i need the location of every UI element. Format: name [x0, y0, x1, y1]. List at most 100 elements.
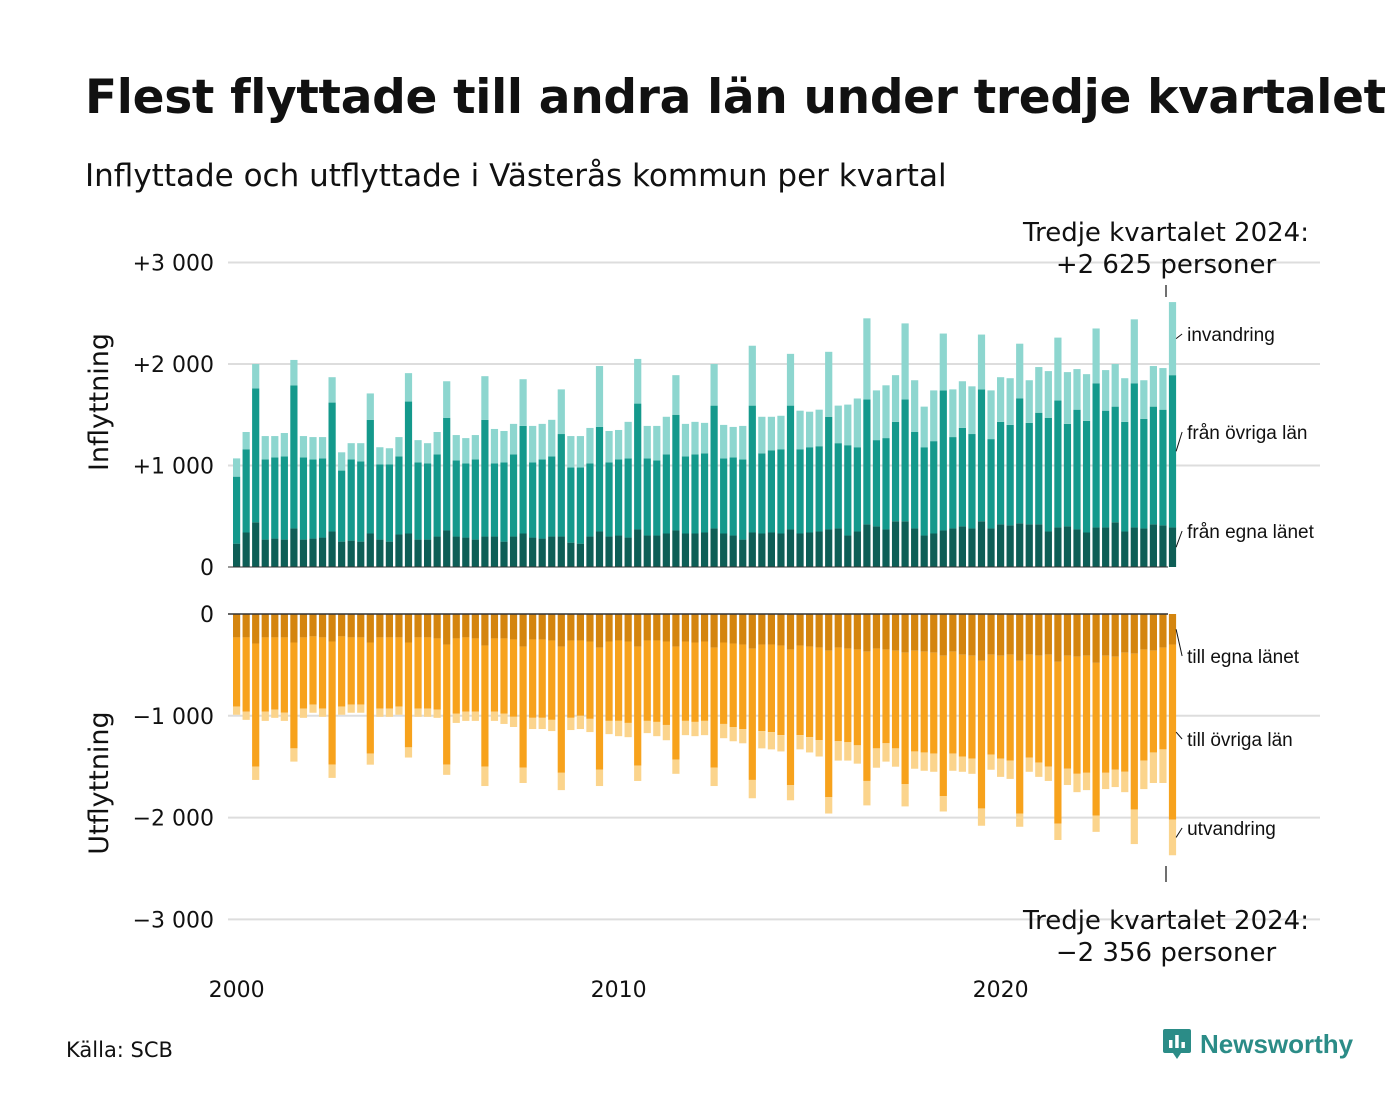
out-bar-out_own	[834, 614, 842, 648]
in-bar-in_immigration	[1092, 328, 1100, 384]
in-bar-in_other	[1054, 400, 1062, 528]
in-bar-in_other	[911, 432, 919, 529]
out-bar-out_own	[509, 614, 518, 640]
in-bar-in_immigration	[662, 416, 670, 455]
out-bar-out_other	[1054, 661, 1062, 824]
out-bar-out_own	[1140, 614, 1148, 650]
out-bar-out_own	[490, 614, 499, 639]
in-bar-in_immigration	[500, 430, 508, 463]
out-bar-out_other	[595, 647, 604, 770]
out-bar-out_own	[576, 614, 584, 641]
in-bar-in_own	[1073, 529, 1081, 567]
out-bar-out_own	[347, 614, 355, 638]
out-bar-out_own	[299, 614, 308, 638]
in-bar-in_own	[452, 536, 460, 567]
in-bar-in_own	[261, 539, 269, 567]
out-bar-out_own	[414, 614, 422, 638]
in-bar-in_other	[404, 401, 413, 534]
out-bar-out_other	[271, 637, 279, 710]
bars-layer	[233, 302, 1177, 856]
in-bar-in_immigration	[366, 393, 374, 420]
in-bar-in_other	[624, 458, 632, 538]
out-bar-out_other	[997, 655, 1005, 759]
in-bar-in_own	[634, 529, 642, 567]
in-bar-in_immigration	[681, 423, 690, 457]
out-bar-out_emigration	[1130, 809, 1138, 845]
in-bar-in_other	[681, 456, 690, 534]
in-bar-in_immigration	[700, 422, 709, 454]
out-bar-out_other	[681, 641, 690, 721]
out-bar-out_other	[882, 649, 890, 744]
bottom-ylabel: Utflyttning	[84, 711, 115, 854]
in-bar-in_own	[949, 528, 957, 567]
in-bar-in_other	[586, 463, 594, 537]
out-bar-out_emigration	[395, 706, 403, 715]
out-bar-out_own	[318, 614, 327, 638]
in-bar-in_immigration	[1140, 380, 1148, 419]
annotation-bottom-line1: Tredje kvartalet 2024:	[1022, 906, 1309, 936]
in-bar-in_own	[1006, 525, 1014, 567]
out-bar-out_own	[758, 614, 766, 645]
out-bar-out_emigration	[595, 769, 604, 787]
out-bar-out_emigration	[767, 732, 775, 750]
in-bar-in_immigration	[872, 390, 881, 441]
out-bar-out_own	[806, 614, 814, 647]
out-bar-out_own	[643, 614, 651, 641]
out-bar-out_emigration	[882, 743, 890, 762]
out-bar-out_own	[261, 614, 269, 638]
in-bar-in_own	[299, 539, 308, 567]
in-bar-in_own	[376, 539, 384, 567]
out-bar-out_emigration	[911, 751, 919, 769]
out-bar-out_own	[968, 614, 976, 656]
out-bar-out_other	[366, 642, 374, 754]
out-bar-out_other	[519, 646, 527, 768]
in-bar-in_other	[529, 462, 537, 538]
in-bar-in_own	[1159, 525, 1167, 567]
out-bar-out_other	[1140, 649, 1148, 761]
in-bar-in_other	[338, 470, 346, 542]
in-bar-in_own	[290, 528, 298, 567]
in-bar-in_own	[1130, 527, 1138, 567]
newsworthy-brand[interactable]: Newsworthy	[1162, 1028, 1353, 1060]
out-bar-out_emigration	[576, 715, 584, 730]
out-bar-out_emigration	[557, 772, 565, 791]
out-bar-out_other	[347, 637, 355, 705]
out-bar-out_other	[385, 637, 393, 709]
in-bar-in_own	[968, 528, 976, 567]
in-bar-in_other	[987, 439, 995, 529]
in-bar-in_immigration	[395, 437, 403, 457]
out-bar-out_own	[605, 614, 613, 642]
in-bar-in_immigration	[328, 377, 336, 403]
out-bar-out_other	[338, 636, 346, 707]
top-ytick-label: +2 000	[133, 353, 214, 378]
in-bar-in_own	[710, 528, 718, 567]
in-bar-in_immigration	[710, 364, 718, 406]
in-bar-in_other	[538, 459, 546, 539]
in-bar-in_other	[1025, 422, 1033, 525]
out-bar-out_emigration	[1025, 757, 1033, 772]
out-bar-out_emigration	[1102, 772, 1110, 790]
series-label: invandring	[1187, 325, 1275, 346]
in-bar-in_immigration	[786, 353, 795, 406]
in-bar-in_other	[242, 449, 250, 533]
out-bar-out_own	[681, 614, 690, 642]
series-leader-line	[1175, 530, 1183, 548]
out-bar-out_other	[280, 637, 288, 713]
out-bar-out_other	[911, 650, 919, 752]
out-bar-out_own	[615, 614, 623, 641]
in-bar-in_other	[500, 462, 508, 542]
in-bar-in_immigration	[576, 436, 584, 468]
in-bar-in_own	[1016, 523, 1024, 567]
out-bar-out_emigration	[1044, 766, 1052, 781]
out-bar-out_emigration	[347, 704, 355, 713]
out-bar-out_emigration	[1063, 768, 1072, 786]
out-bar-out_other	[1092, 662, 1100, 816]
out-bar-out_other	[1035, 655, 1043, 763]
out-bar-out_own	[280, 614, 288, 638]
out-bar-out_emigration	[538, 717, 546, 730]
in-bar-in_other	[806, 447, 814, 533]
out-bar-out_emigration	[891, 748, 900, 767]
out-bar-out_other	[462, 637, 470, 712]
out-bar-out_own	[233, 614, 241, 638]
out-bar-out_other	[548, 640, 556, 720]
